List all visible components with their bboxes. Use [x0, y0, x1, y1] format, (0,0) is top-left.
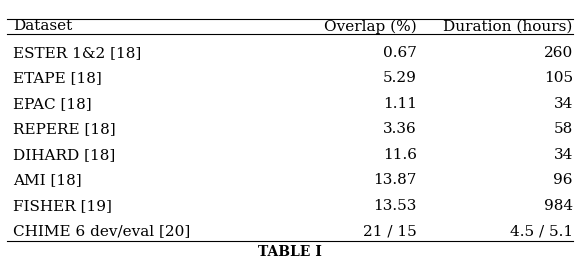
Text: 1.11: 1.11: [383, 97, 417, 111]
Text: TABLE I: TABLE I: [258, 245, 322, 259]
Text: 5.29: 5.29: [383, 71, 417, 85]
Text: REPERE [18]: REPERE [18]: [13, 122, 115, 136]
Text: DIHARD [18]: DIHARD [18]: [13, 148, 115, 162]
Text: AMI [18]: AMI [18]: [13, 173, 82, 187]
Text: 11.6: 11.6: [383, 148, 417, 162]
Text: 13.53: 13.53: [374, 199, 417, 213]
Text: Overlap (%): Overlap (%): [324, 19, 417, 34]
Text: FISHER [19]: FISHER [19]: [13, 199, 112, 213]
Text: 260: 260: [543, 46, 573, 60]
Text: 4.5 / 5.1: 4.5 / 5.1: [510, 224, 573, 238]
Text: 0.67: 0.67: [383, 46, 417, 60]
Text: ESTER 1&2 [18]: ESTER 1&2 [18]: [13, 46, 141, 60]
Text: 21 / 15: 21 / 15: [363, 224, 417, 238]
Text: EPAC [18]: EPAC [18]: [13, 97, 92, 111]
Text: 3.36: 3.36: [383, 122, 417, 136]
Text: 984: 984: [543, 199, 573, 213]
Text: 58: 58: [553, 122, 573, 136]
Text: 96: 96: [553, 173, 573, 187]
Text: ETAPE [18]: ETAPE [18]: [13, 71, 102, 85]
Text: CHIME 6 dev/eval [20]: CHIME 6 dev/eval [20]: [13, 224, 190, 238]
Text: 105: 105: [543, 71, 573, 85]
Text: Duration (hours): Duration (hours): [444, 19, 573, 34]
Text: 13.87: 13.87: [374, 173, 417, 187]
Text: Dataset: Dataset: [13, 19, 72, 34]
Text: 34: 34: [553, 148, 573, 162]
Text: 34: 34: [553, 97, 573, 111]
